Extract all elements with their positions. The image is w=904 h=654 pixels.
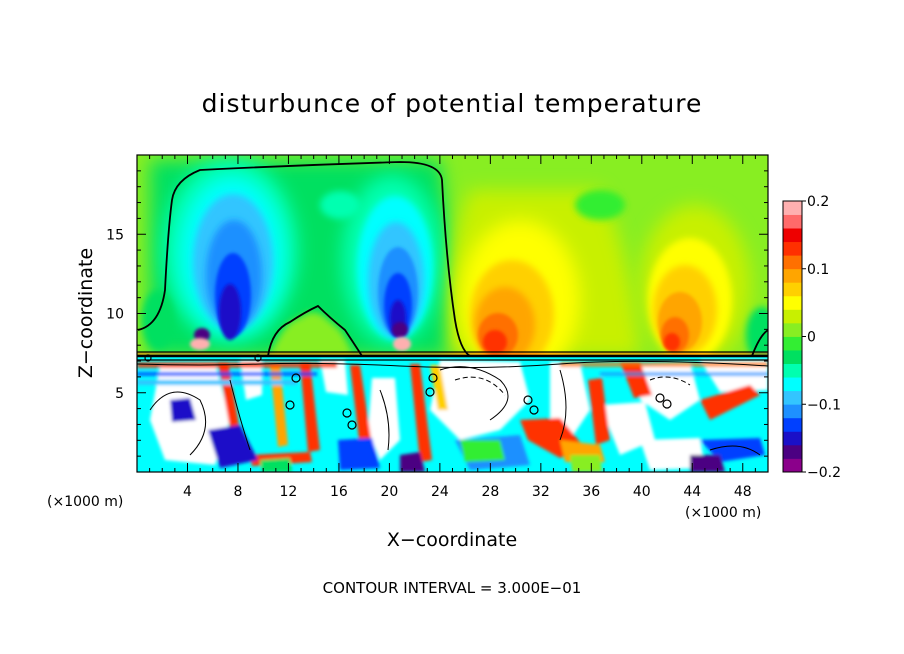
x-axis: 4 8 12 16 20 24 28 32 36 40 44 48 (149, 155, 756, 500)
contour-lines (137, 161, 768, 456)
colorbar-swatch (783, 322, 802, 337)
colorbar-swatch (783, 309, 802, 324)
colorbar-swatch (783, 241, 802, 256)
x-tick-label: 48 (734, 484, 752, 500)
y-tick-label: 5 (115, 386, 124, 402)
y-axis: 5 10 15 (106, 170, 768, 457)
upper-field (137, 158, 768, 356)
x-tick-label: 36 (582, 484, 600, 500)
colorbar-swatch (783, 458, 802, 473)
colorbar-swatch (783, 282, 802, 297)
colorbar-tick-label: −0.2 (807, 465, 841, 481)
x-tick-label: 20 (380, 484, 398, 500)
colorbar-swatch (783, 377, 802, 392)
colorbar-swatch (783, 201, 802, 215)
colorbar-swatch (783, 431, 802, 446)
colorbar-tick-label: 0.2 (807, 194, 829, 210)
colorbar-tick-label: 0 (807, 330, 816, 346)
x-tick-label: 32 (532, 484, 550, 500)
y-tick-label: 15 (106, 227, 124, 243)
cold-plume-2 (342, 175, 442, 351)
colorbar-swatch (783, 336, 802, 351)
warm-region (447, 190, 750, 356)
colorbar-tick-label: 0.1 (807, 262, 829, 278)
lower-field (137, 356, 768, 472)
colorbar-swatch (783, 214, 802, 229)
heatmap-field (136, 154, 769, 473)
chart-title: disturbunce of potential temperature (202, 89, 703, 118)
x-tick-label: 8 (233, 484, 242, 500)
x-tick-label: 44 (683, 484, 701, 500)
colorbar-swatch (783, 350, 802, 364)
x-tick-label: 40 (633, 484, 651, 500)
colorbar-swatch (783, 417, 802, 432)
x-axis-label: X−coordinate (387, 529, 517, 551)
x-unit-right: (×1000 m) (685, 505, 761, 521)
x-tick-label: 24 (431, 484, 449, 500)
colorbar-swatch (783, 228, 802, 243)
colorbar-swatch (783, 295, 802, 310)
cold-plume-1 (162, 158, 298, 350)
y-axis-label: Z−coordinate (75, 248, 97, 378)
x-tick-label: 12 (280, 484, 298, 500)
x-tick-label: 16 (330, 484, 348, 500)
colorbar-swatch (783, 255, 802, 270)
colorbar-swatch (783, 363, 802, 378)
x-unit-left: (×1000 m) (47, 494, 123, 510)
colorbar-tick-label: −0.1 (807, 397, 841, 413)
x-tick-label: 28 (481, 484, 499, 500)
colorbar: 0.2 0.1 0 −0.1 −0.2 (782, 194, 841, 481)
y-tick-label: 10 (106, 307, 124, 323)
colorbar-swatch (783, 444, 802, 459)
colorbar-swatch (783, 268, 802, 283)
x-tick-label: 4 (183, 484, 192, 500)
colorbar-swatch (783, 404, 802, 419)
contour-interval-note: CONTOUR INTERVAL = 3.000E−01 (323, 579, 582, 597)
colorbar-swatch (783, 390, 802, 405)
